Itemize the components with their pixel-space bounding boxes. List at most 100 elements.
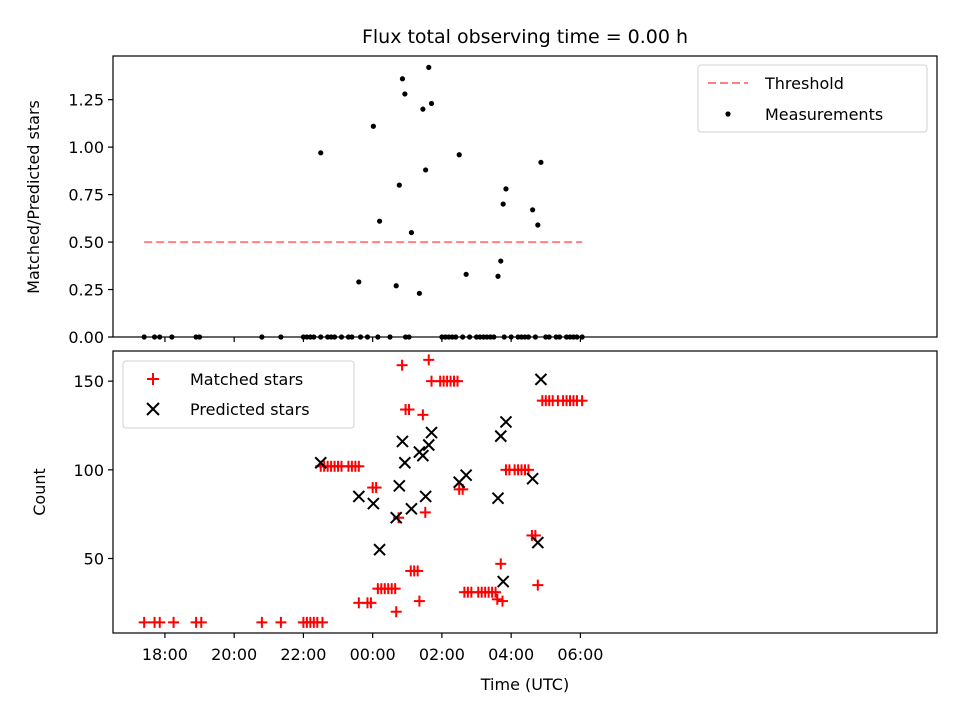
x-tick-label: 22:00 xyxy=(280,645,326,664)
bottom-panel: Count Time (UTC) 50 100 150 18:00 20:00 22:0… xyxy=(30,350,938,694)
predicted-stars-point xyxy=(494,429,507,443)
measurement-point xyxy=(423,167,429,173)
legend-predicted-label: Predicted stars xyxy=(190,400,310,419)
bottom-plot-frame xyxy=(112,350,938,634)
measurement-point xyxy=(535,222,541,228)
matched-stars-point xyxy=(316,616,328,628)
y-tick-label: 100 xyxy=(73,461,104,480)
measurement-point xyxy=(500,201,506,207)
matched-stars-point xyxy=(495,558,507,570)
measurement-point xyxy=(416,290,423,296)
matched-stars-point xyxy=(491,593,503,605)
x-axis-label: Time (UTC) xyxy=(480,675,569,694)
x-tick-label: 02:00 xyxy=(419,645,465,664)
y-tick-label: 0.25 xyxy=(68,281,104,300)
y-tick-label: 1.00 xyxy=(68,138,104,157)
bottom-legend: Matched stars Predicted stars xyxy=(122,360,355,429)
x-tick-label: 20:00 xyxy=(211,645,257,664)
matched-stars-point xyxy=(275,616,287,628)
measurement-point xyxy=(408,229,415,236)
matched-stars-point xyxy=(390,606,402,618)
legend-predicted-swatch xyxy=(146,402,160,416)
predicted-stars-point xyxy=(491,492,505,505)
measurement-point xyxy=(428,100,435,107)
x-tick-label: 18:00 xyxy=(142,645,188,664)
predicted-stars-point xyxy=(531,536,545,549)
measurement-point xyxy=(420,106,426,112)
matched-stars-point xyxy=(195,616,207,628)
predicted-stars-point xyxy=(396,435,409,448)
matched-stars-point xyxy=(370,482,382,494)
matched-stars-point xyxy=(353,460,365,472)
matched-stars-point xyxy=(396,359,408,371)
matched-stars-point xyxy=(403,404,415,416)
top-panel: Flux total observing time = 0.00 h Match… xyxy=(24,26,938,347)
x-tick-label: 06:00 xyxy=(557,645,603,664)
measurement-point xyxy=(393,283,399,289)
legend-matched-label: Matched stars xyxy=(190,370,303,389)
predicted-stars-point xyxy=(393,479,406,492)
measurement-point xyxy=(495,273,501,279)
top-y-axis-label: Matched/Predicted stars xyxy=(24,100,43,294)
measurement-point xyxy=(396,182,402,188)
y-tick-label: 0.50 xyxy=(68,233,104,252)
predicted-stars-point xyxy=(314,456,327,469)
matched-stars-point xyxy=(423,354,435,366)
matched-stars-point xyxy=(365,597,377,609)
measurement-point xyxy=(376,218,383,224)
predicted-stars-point xyxy=(499,415,513,429)
predicted-stars-point xyxy=(496,575,510,588)
legend-threshold-label: Threshold xyxy=(764,74,844,93)
matched-stars-point xyxy=(417,409,429,421)
matched-stars-point xyxy=(168,616,180,628)
measurement-point xyxy=(456,152,462,158)
predicted-stars-point xyxy=(352,490,366,503)
y-tick-label: 0.75 xyxy=(68,186,104,205)
predicted-stars-point xyxy=(416,449,430,462)
predicted-stars-point xyxy=(459,468,473,482)
bottom-y-axis-label: Count xyxy=(30,468,49,516)
y-tick-label: 150 xyxy=(73,372,104,391)
matched-stars-point xyxy=(413,595,425,607)
matched-stars-point xyxy=(490,586,502,598)
measurement-point xyxy=(399,76,406,82)
matched-stars-point xyxy=(412,565,424,577)
top-plot-frame xyxy=(112,55,938,338)
measurement-point xyxy=(318,150,324,156)
predicted-stars-point xyxy=(373,543,386,556)
legend-matched-swatch xyxy=(147,373,159,385)
x-tick-label: 04:00 xyxy=(488,645,534,664)
matched-stars-point xyxy=(419,506,431,518)
bottom-legend-box xyxy=(122,360,355,429)
matched-stars-point xyxy=(256,616,268,628)
matched-stars-point xyxy=(138,616,150,628)
predicted-stars-point xyxy=(425,426,438,439)
predicted-stars-point xyxy=(526,472,539,485)
measurement-point xyxy=(530,207,536,213)
predicted-stars-point xyxy=(389,511,403,524)
predicted-stars-point xyxy=(398,456,412,469)
predicted-stars-point xyxy=(419,490,432,503)
matched-stars-point xyxy=(496,595,508,607)
predicted-stars-point xyxy=(422,438,435,452)
y-tick-label: 1.25 xyxy=(68,91,104,110)
matched-stars-point xyxy=(389,583,401,595)
measurement-point xyxy=(356,279,362,285)
chart-title: Flux total observing time = 0.00 h xyxy=(362,26,688,48)
legend-measurements-swatch xyxy=(725,111,731,117)
predicted-stars-point xyxy=(367,497,380,510)
measurement-point xyxy=(426,64,432,70)
matched-stars-point xyxy=(451,375,463,387)
y-tick-label: 50 xyxy=(84,550,104,569)
measurement-point xyxy=(503,186,509,192)
predicted-stars-point xyxy=(534,373,548,386)
y-tick-label: 0.00 xyxy=(68,328,104,347)
measurement-point xyxy=(538,159,544,165)
legend-measurements-label: Measurements xyxy=(765,105,883,124)
measurement-point xyxy=(370,123,376,129)
matched-stars-point xyxy=(532,579,544,591)
x-tick-label: 00:00 xyxy=(350,645,396,664)
predicted-stars-point xyxy=(405,502,418,516)
measurement-point xyxy=(463,271,469,277)
